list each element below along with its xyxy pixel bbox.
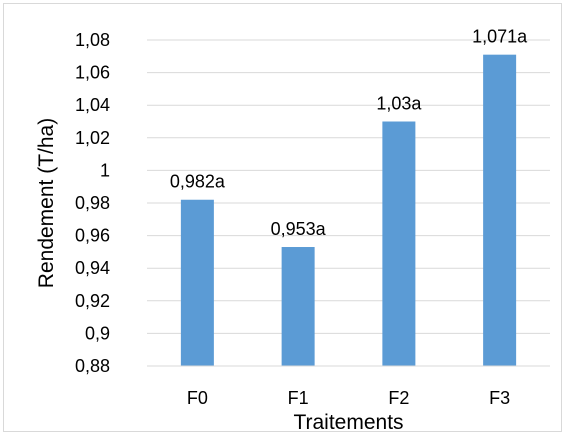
- data-label-f1: 0,953a: [271, 219, 327, 239]
- data-label-f3: 1,071a: [472, 27, 528, 47]
- data-label-f0: 0,982a: [170, 172, 226, 192]
- y-tick-label: 1,08: [75, 30, 110, 50]
- y-tick-label: 1,04: [75, 95, 110, 115]
- y-tick-label: 1,02: [75, 128, 110, 148]
- y-axis-ticks: 0,88 0,9 0,92 0,94 0,96 0,98 1 1,02 1,04 1,06 1,08: [75, 30, 110, 376]
- bars: [180, 54, 517, 367]
- y-tick-label: 0,9: [85, 323, 110, 343]
- x-axis-title: Traitements: [293, 411, 403, 434]
- x-tick-label: F1: [288, 388, 309, 408]
- y-tick-label: 0,96: [75, 226, 110, 246]
- x-tick-label: F0: [187, 388, 208, 408]
- bar-f0: [180, 199, 214, 366]
- bar-f2: [382, 121, 416, 366]
- bar-f3: [483, 54, 517, 367]
- y-tick-label: 1: [100, 160, 110, 180]
- y-tick-label: 0,98: [75, 193, 110, 213]
- data-labels: 0,982a 0,953a 1,03a 1,071a: [170, 27, 528, 239]
- gridlines: [147, 39, 550, 334]
- y-tick-label: 0,92: [75, 291, 110, 311]
- y-tick-label: 1,06: [75, 63, 110, 83]
- bar-f1: [281, 247, 315, 366]
- y-axis-title: Rendement (T/ha): [35, 118, 58, 288]
- x-tick-label: F2: [388, 388, 409, 408]
- data-label-f2: 1,03a: [376, 94, 422, 114]
- x-tick-label: F3: [489, 388, 510, 408]
- y-tick-label: 0,88: [75, 356, 110, 376]
- x-axis-ticks: F0 F1 F2 F3: [187, 388, 510, 408]
- y-tick-label: 0,94: [75, 258, 110, 278]
